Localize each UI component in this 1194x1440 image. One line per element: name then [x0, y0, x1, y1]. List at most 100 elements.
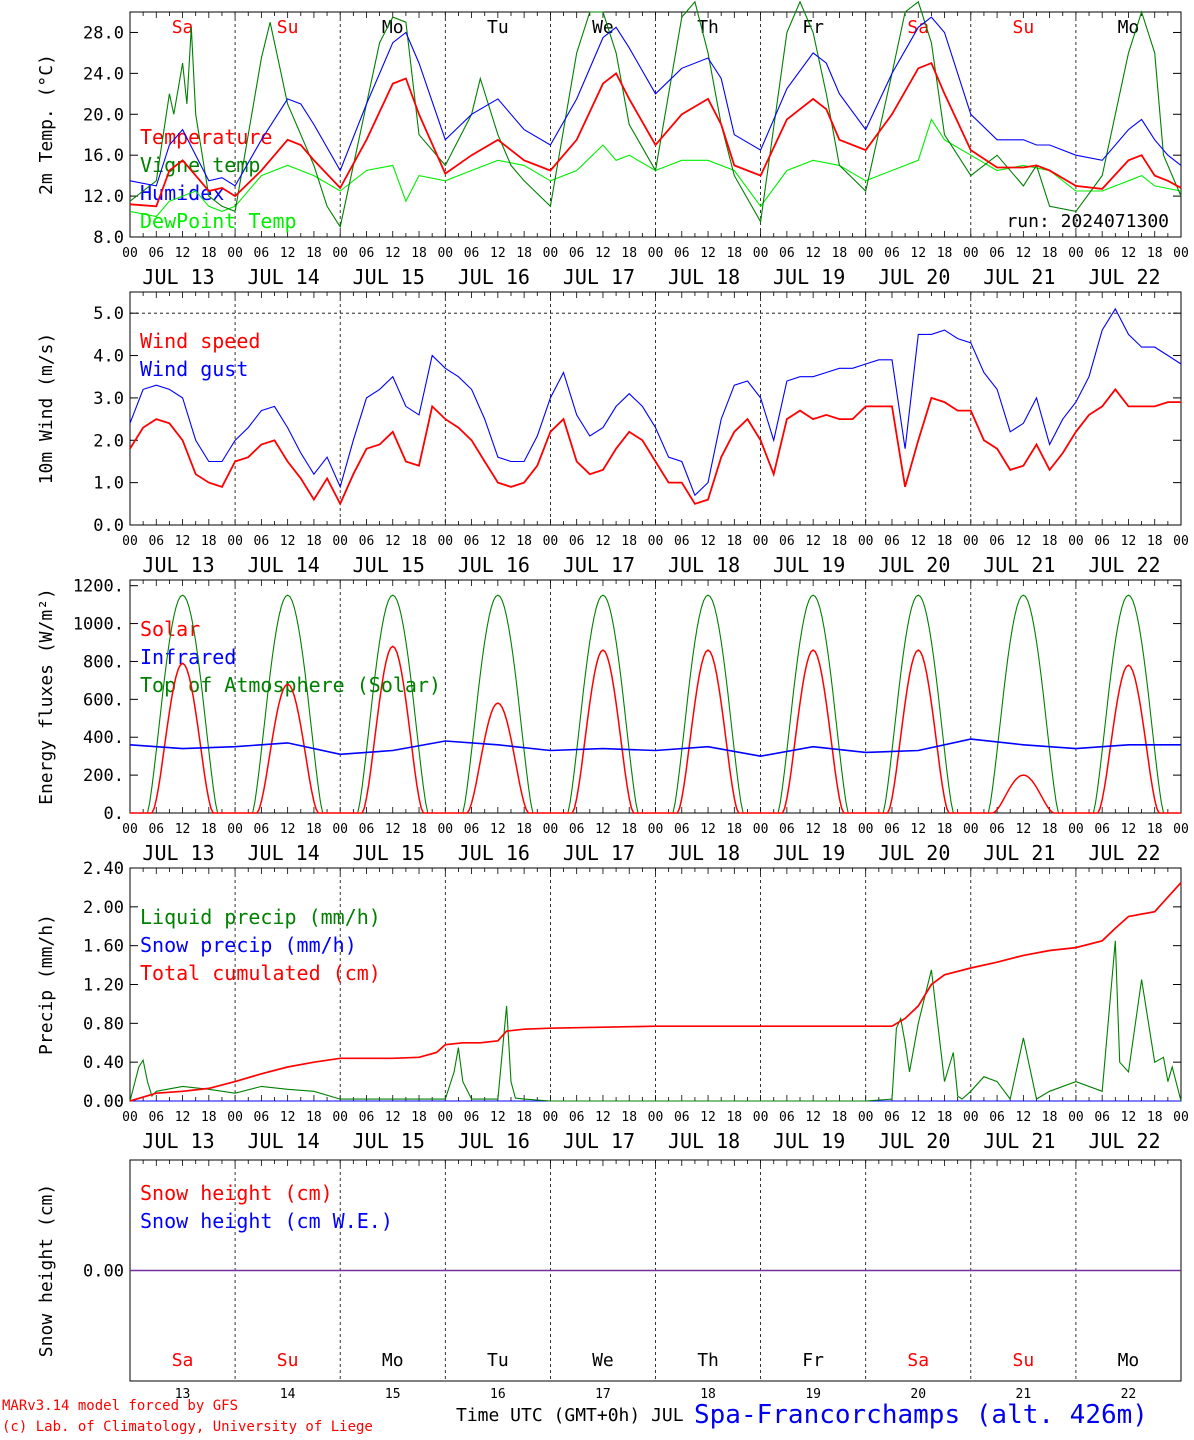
hour-tick-label: 18	[516, 534, 532, 549]
date-label: JUL 20	[878, 553, 950, 577]
hour-tick-label: 18	[726, 534, 742, 549]
hour-tick-label: 06	[464, 246, 480, 261]
hour-tick-label: 06	[884, 1110, 900, 1125]
hour-tick-label: 06	[359, 534, 375, 549]
hour-tick-label: 00	[1068, 822, 1084, 837]
hour-tick-label: 06	[359, 822, 375, 837]
hour-tick-label: 06	[148, 822, 164, 837]
date-label: JUL 19	[773, 265, 845, 289]
legend-entry: Total cumulated (cm)	[140, 961, 381, 985]
date-label: JUL 18	[668, 553, 740, 577]
weekday-label: Th	[697, 17, 719, 38]
station-name: Spa-Francorchamps (alt. 426m)	[694, 1400, 1148, 1430]
day-number-label: 21	[1016, 1387, 1032, 1402]
day-number-label: 14	[280, 1387, 296, 1402]
hour-tick-label: 12	[175, 1110, 191, 1125]
hour-tick-label: 00	[1068, 534, 1084, 549]
weekday-label: Fr	[802, 17, 824, 38]
hour-tick-label: 00	[437, 534, 453, 549]
hour-tick-label: 12	[490, 1110, 506, 1125]
date-label: JUL 22	[1088, 265, 1160, 289]
date-label: JUL 17	[563, 841, 635, 865]
date-label: JUL 21	[983, 553, 1055, 577]
hour-tick-label: 06	[1094, 1110, 1110, 1125]
weekday-label: Sa	[172, 1350, 194, 1371]
hour-tick-label: 06	[569, 246, 585, 261]
hour-tick-label: 06	[674, 534, 690, 549]
weekday-label: We	[592, 1350, 614, 1371]
hour-tick-label: 12	[1121, 1110, 1137, 1125]
y-tick-label: 0.0	[93, 516, 124, 536]
hour-tick-label: 06	[779, 246, 795, 261]
hour-tick-label: 06	[359, 1110, 375, 1125]
date-label: JUL 21	[983, 265, 1055, 289]
date-label: JUL 13	[142, 265, 214, 289]
y-tick-label: 1000.	[73, 615, 124, 635]
hour-tick-label: 00	[753, 822, 769, 837]
day-number-label: 19	[805, 1387, 821, 1402]
hour-tick-label: 12	[280, 246, 296, 261]
y-tick-label: 800.	[83, 652, 124, 672]
hour-tick-label: 12	[490, 822, 506, 837]
hour-tick-label: 12	[1016, 534, 1032, 549]
y-tick-label: 8.0	[93, 228, 124, 248]
y-tick-label: 4.0	[93, 347, 124, 367]
hour-tick-label: 06	[884, 822, 900, 837]
hour-tick-label: 00	[753, 534, 769, 549]
date-label: JUL 16	[458, 265, 530, 289]
date-label: JUL 14	[248, 553, 320, 577]
date-label: JUL 19	[773, 841, 845, 865]
y-tick-label: 0.00	[83, 1092, 124, 1112]
y-tick-label: 0.80	[83, 1014, 124, 1034]
hour-tick-label: 00	[648, 822, 664, 837]
date-label: JUL 15	[353, 841, 425, 865]
hour-tick-label: 18	[411, 246, 427, 261]
hour-tick-label: 00	[122, 246, 138, 261]
hour-tick-label: 00	[437, 822, 453, 837]
date-label: JUL 22	[1088, 841, 1160, 865]
series-wind-speed	[129, 387, 1181, 506]
hour-tick-label: 18	[1042, 534, 1058, 549]
y-tick-label: 5.0	[93, 304, 124, 324]
hour-tick-label: 18	[516, 246, 532, 261]
hour-tick-label: 12	[1121, 534, 1137, 549]
hour-tick-label: 18	[306, 822, 322, 837]
date-label: JUL 14	[248, 841, 320, 865]
hour-tick-label: 00	[1173, 534, 1189, 549]
y-axis-label: Precip (mm/h)	[36, 914, 57, 1055]
hour-tick-label: 06	[254, 822, 270, 837]
hour-tick-label: 12	[910, 822, 926, 837]
hour-tick-label: 06	[254, 534, 270, 549]
hour-tick-label: 18	[201, 822, 217, 837]
hour-tick-label: 00	[1173, 1110, 1189, 1125]
hour-tick-label: 06	[989, 246, 1005, 261]
legend-entry: Snow height (cm W.E.)	[140, 1209, 393, 1233]
y-axis-label: Energy fluxes (W/m²)	[36, 588, 57, 805]
date-label: JUL 20	[878, 265, 950, 289]
hour-tick-label: 18	[1042, 822, 1058, 837]
hour-tick-label: 18	[201, 246, 217, 261]
weekday-label: Mo	[382, 17, 404, 38]
hour-tick-label: 12	[280, 822, 296, 837]
hour-tick-label: 06	[779, 1110, 795, 1125]
hour-tick-label: 00	[1173, 822, 1189, 837]
hour-tick-label: 12	[280, 534, 296, 549]
hour-tick-label: 12	[700, 246, 716, 261]
hour-tick-label: 06	[1094, 246, 1110, 261]
hour-tick-label: 06	[884, 534, 900, 549]
hour-tick-label: 18	[726, 822, 742, 837]
hour-tick-label: 18	[621, 822, 637, 837]
y-tick-label: 20.0	[83, 105, 124, 125]
date-label: JUL 22	[1088, 1129, 1160, 1153]
date-label: JUL 13	[142, 1129, 214, 1153]
date-label: JUL 17	[563, 265, 635, 289]
hour-tick-label: 00	[543, 246, 559, 261]
date-label: JUL 15	[353, 265, 425, 289]
hour-tick-label: 18	[411, 822, 427, 837]
hour-tick-label: 18	[1147, 534, 1163, 549]
hour-tick-label: 00	[648, 246, 664, 261]
hour-tick-label: 12	[385, 1110, 401, 1125]
hour-tick-label: 12	[595, 822, 611, 837]
y-tick-label: 0.00	[83, 1262, 124, 1282]
credit-lab: (c) Lab. of Climatology, University of L…	[2, 1419, 373, 1435]
